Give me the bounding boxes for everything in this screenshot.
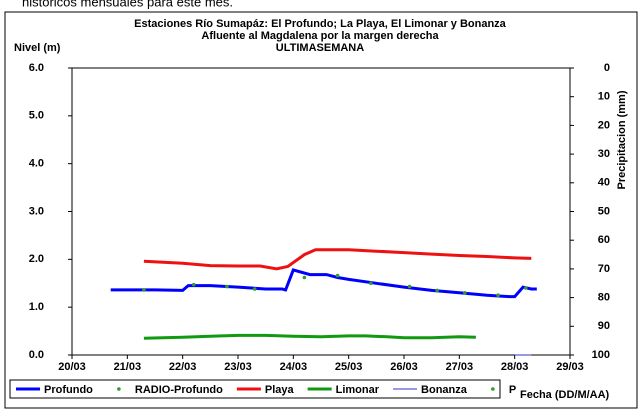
x-tick-label: 24/03	[280, 361, 308, 373]
legend-label: Limonar	[336, 384, 380, 396]
x-tick-label: 29/03	[556, 361, 584, 373]
caption: históricos mensuales para este mes.	[22, 0, 233, 9]
y-axis-label: Nivel (m)	[14, 42, 61, 54]
data-point	[142, 288, 146, 292]
legend-label: Profundo	[44, 384, 93, 396]
data-line	[143, 248, 532, 271]
data-point	[496, 293, 500, 298]
data-point	[407, 284, 412, 289]
legend-label: Bonanza	[421, 384, 468, 396]
x-tick-label: 28/03	[501, 361, 529, 373]
y-tick-label: 4.0	[29, 158, 44, 170]
chart-frame	[4, 11, 638, 409]
legend-label: P	[509, 384, 516, 396]
y2-tick-label: 20	[598, 119, 610, 131]
x-tick-label: 20/03	[58, 361, 86, 373]
x-tick-label: 21/03	[114, 361, 142, 373]
y2-axis-label: Precipitacion (mm)	[616, 90, 628, 189]
y2-tick-label: 100	[592, 349, 610, 361]
y-tick-label: 1.0	[29, 301, 44, 313]
y2-tick-label: 0	[604, 62, 610, 74]
y2-tick-label: 70	[598, 263, 610, 275]
data-line	[143, 333, 476, 340]
y2-tick-label: 30	[598, 148, 610, 160]
x-tick-label: 22/03	[169, 361, 197, 373]
y-tick-label: 0.0	[29, 349, 44, 361]
y-tick-label: 6.0	[29, 62, 44, 74]
data-point	[523, 286, 528, 290]
data-point	[435, 288, 440, 293]
y2-tick-label: 80	[598, 292, 610, 304]
chart-subtitle: Afluente al Magdalena por la margen dere…	[201, 30, 439, 42]
x-tick-label: 23/03	[224, 361, 252, 373]
legend-label: Playa	[265, 384, 295, 396]
chart-title: Estaciones Río Sumapáz: El Profundo; La …	[134, 18, 507, 30]
data-point	[335, 273, 340, 278]
data-point	[302, 275, 307, 280]
data-point	[225, 284, 229, 289]
x-tick-label: 26/03	[390, 361, 418, 373]
y-tick-label: 3.0	[29, 205, 44, 217]
chart-subtitle: ULTIMASEMANA	[276, 42, 364, 54]
y2-tick-label: 90	[598, 320, 610, 332]
data-point	[463, 291, 467, 295]
y2-tick-label: 50	[598, 205, 610, 217]
y-tick-label: 2.0	[29, 253, 44, 265]
x-axis-label: Fecha (DD/M/AA)	[520, 389, 610, 401]
legend-marker	[117, 387, 121, 391]
data-point	[252, 287, 257, 291]
data-point	[369, 281, 373, 286]
y2-tick-label: 60	[598, 234, 610, 246]
legend-label: RADIO-Profundo	[135, 384, 223, 396]
y-tick-label: 5.0	[29, 110, 44, 122]
x-tick-label: 27/03	[446, 361, 474, 373]
y2-tick-label: 40	[598, 177, 610, 189]
y2-tick-label: 10	[598, 91, 610, 103]
legend-marker	[491, 387, 495, 391]
data-line	[110, 268, 537, 299]
x-tick-label: 25/03	[335, 361, 363, 373]
data-point	[191, 282, 196, 287]
